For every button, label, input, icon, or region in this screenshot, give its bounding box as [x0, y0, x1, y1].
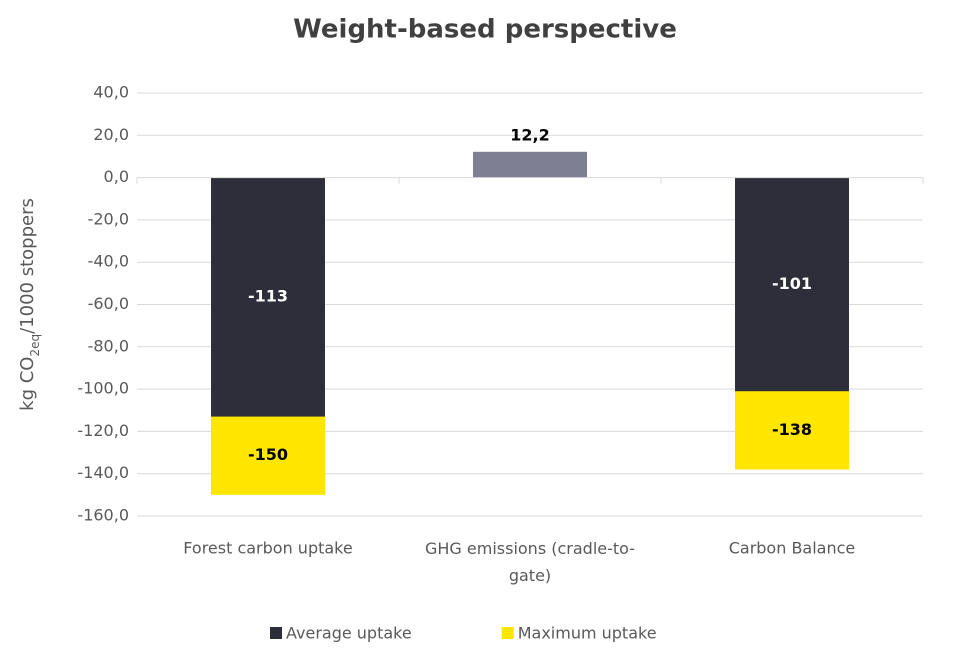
legend-label: Maximum uptake — [518, 624, 657, 643]
data-label: -150 — [248, 445, 288, 464]
data-label: -138 — [772, 420, 812, 439]
x-tick-label: Forest carbon uptake — [183, 539, 352, 558]
data-label: 12,2 — [510, 125, 549, 144]
bar — [473, 151, 587, 178]
y-tick-label: 0,0 — [104, 167, 129, 186]
y-axis-label: kg CO2eq/1000 stoppers — [17, 198, 42, 411]
y-tick-label: -60,0 — [88, 294, 129, 313]
data-label: -113 — [248, 287, 288, 306]
x-tick-label: Carbon Balance — [729, 539, 856, 558]
x-tick-label: GHG emissions (cradle-to-gate) — [425, 539, 635, 585]
y-tick-label: 40,0 — [93, 83, 129, 102]
y-tick-label: -20,0 — [88, 209, 129, 228]
y-tick-label: -40,0 — [88, 252, 129, 271]
y-tick-label: -140,0 — [77, 463, 129, 482]
y-tick-label: -160,0 — [77, 506, 129, 525]
y-tick-label: -80,0 — [88, 336, 129, 355]
y-axis-label-part: kg CO — [17, 357, 38, 411]
y-tick-label: -100,0 — [77, 379, 129, 398]
data-label: -101 — [772, 274, 812, 293]
y-tick-label: -120,0 — [77, 421, 129, 440]
y-axis-label-part: /1000 stoppers — [17, 198, 38, 334]
legend-label: Average uptake — [286, 624, 412, 643]
bar — [735, 177, 849, 392]
y-axis-label-part: 2eq — [28, 334, 42, 357]
bar — [211, 177, 325, 417]
y-tick-label: 20,0 — [93, 125, 129, 144]
legend-swatch — [501, 627, 514, 639]
legend-swatch — [270, 627, 282, 639]
chart-title: Weight-based perspective — [293, 15, 677, 45]
